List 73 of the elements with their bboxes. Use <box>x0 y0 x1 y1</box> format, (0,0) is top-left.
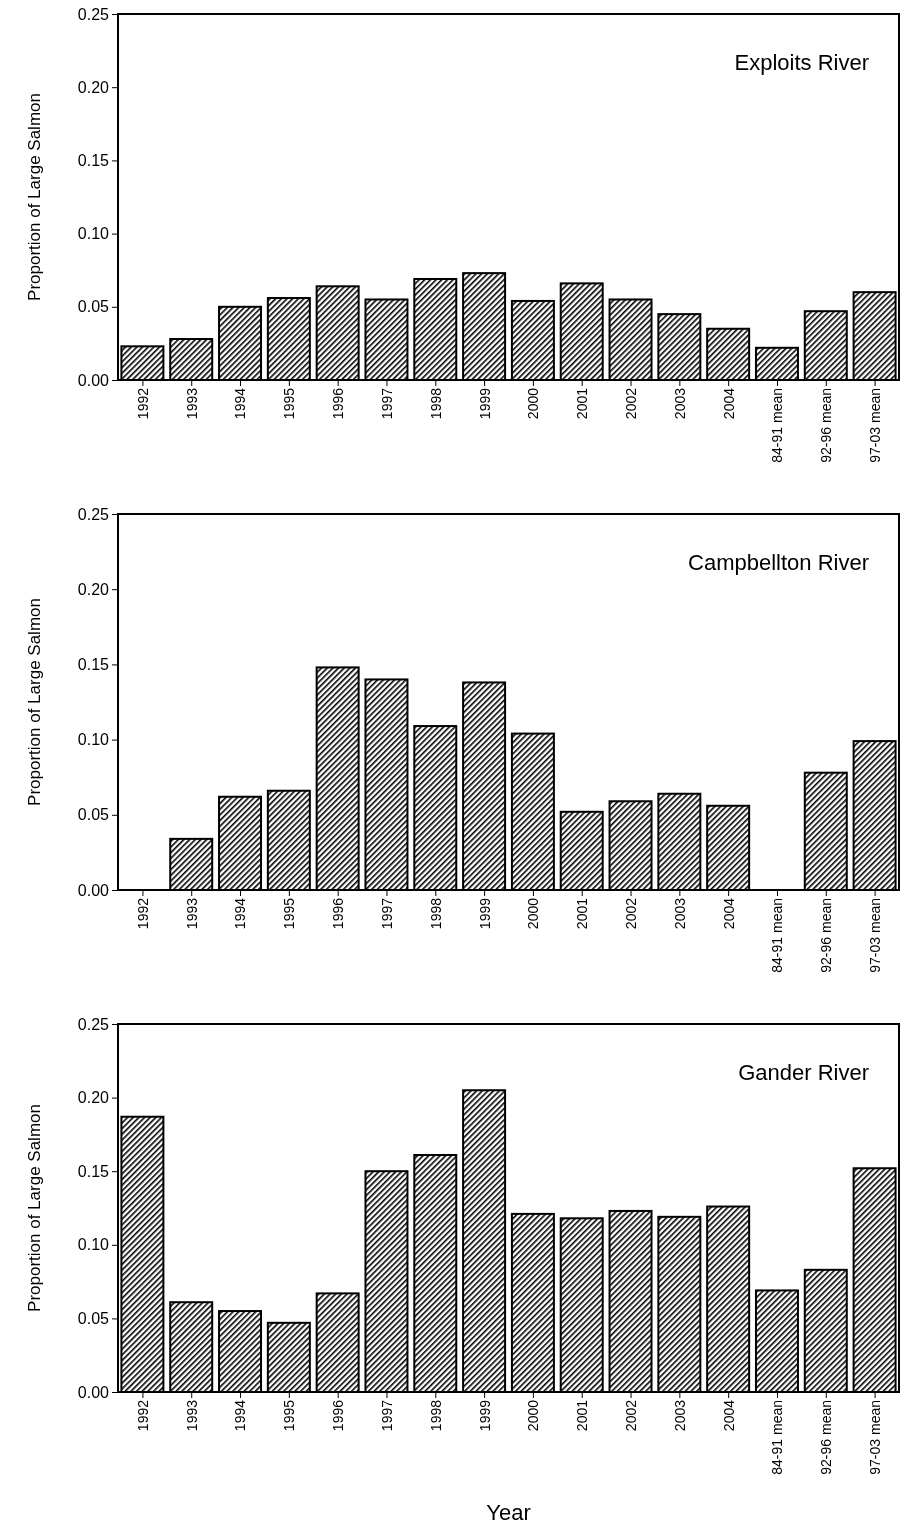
x-tick-label: 2003 <box>671 1399 688 1432</box>
x-tick-label: 2000 <box>525 387 542 420</box>
x-tick-label: 1996 <box>330 1399 347 1432</box>
x-tick-label: 1992 <box>134 897 151 930</box>
x-tick-label: 1995 <box>281 897 298 930</box>
x-tick-label: 2001 <box>574 1399 591 1432</box>
x-tick-label: 84-91 mean <box>769 388 786 463</box>
x-tick-label: 1997 <box>378 897 395 930</box>
y-tick-label: 0.05 <box>77 298 110 316</box>
x-tick-label: 1993 <box>183 387 200 420</box>
x-tick-label: 84-91 mean <box>769 1400 786 1475</box>
x-tick-label: 92-96 mean <box>818 388 835 463</box>
x-tick-label: 2003 <box>671 897 688 930</box>
x-tick-label: 1997 <box>378 387 395 420</box>
x-tick-label: 1995 <box>281 1399 298 1432</box>
y-tick-label: 0.25 <box>77 5 110 23</box>
x-tick-label: 1995 <box>281 387 298 420</box>
x-tick-label: 1993 <box>183 1399 200 1432</box>
y-tick-label: 0.15 <box>77 1162 110 1180</box>
x-tick-label: 2000 <box>525 897 542 930</box>
y-axis-title: Proportion of Large Salmon <box>25 1104 44 1312</box>
y-tick-label: 0.05 <box>77 806 110 824</box>
x-tick-label: 2002 <box>622 1399 639 1432</box>
x-tick-label: 1998 <box>427 897 444 930</box>
y-tick-label: 0.20 <box>77 1089 110 1107</box>
x-tick-label: 1997 <box>378 1399 395 1432</box>
x-tick-label: 1994 <box>232 1399 249 1432</box>
y-tick-label: 0.00 <box>77 1383 110 1401</box>
y-tick-label: 0.00 <box>77 881 110 899</box>
x-tick-label: 1998 <box>427 387 444 420</box>
x-tick-label: 97-03 mean <box>866 898 883 973</box>
x-tick-label: 2002 <box>622 897 639 930</box>
x-tick-label: 2001 <box>574 897 591 930</box>
x-tick-label: 92-96 mean <box>818 1400 835 1475</box>
x-tick-label: 1994 <box>232 897 249 930</box>
x-tick-label: 2004 <box>720 897 737 930</box>
y-tick-label: 0.15 <box>77 656 110 674</box>
y-tick-label: 0.00 <box>77 371 110 389</box>
y-tick-label: 0.15 <box>77 152 110 170</box>
x-tick-label: 2001 <box>574 387 591 420</box>
y-tick-label: 0.10 <box>77 225 110 243</box>
y-axis-title: Proportion of Large Salmon <box>25 93 44 301</box>
x-tick-label: 2002 <box>622 387 639 420</box>
x-tick-label: 1996 <box>330 897 347 930</box>
x-tick-label: 2004 <box>720 387 737 420</box>
x-tick-label: 1996 <box>330 387 347 420</box>
y-tick-label: 0.05 <box>77 1310 110 1328</box>
text: Exploits River <box>734 50 869 75</box>
x-tick-label: 1992 <box>134 387 151 420</box>
x-tick-label: 1994 <box>232 387 249 420</box>
x-axis-title: Year <box>486 1500 531 1525</box>
y-tick-label: 0.10 <box>77 731 110 749</box>
x-tick-label: 1999 <box>476 897 493 930</box>
x-tick-label: 1998 <box>427 1399 444 1432</box>
x-tick-label: 1999 <box>476 387 493 420</box>
x-tick-label: 1993 <box>183 897 200 930</box>
x-tick-label: 97-03 mean <box>866 1400 883 1475</box>
x-tick-label: 2000 <box>525 1399 542 1432</box>
x-tick-label: 1992 <box>134 1399 151 1432</box>
y-tick-label: 0.20 <box>77 580 110 598</box>
x-tick-label: 84-91 mean <box>769 898 786 973</box>
y-tick-label: 0.10 <box>77 1236 110 1254</box>
x-tick-label: 92-96 mean <box>818 898 835 973</box>
x-tick-label: 1999 <box>476 1399 493 1432</box>
y-axis-title: Proportion of Large Salmon <box>25 598 44 806</box>
x-tick-label: 2004 <box>720 1399 737 1432</box>
x-tick-label: 97-03 mean <box>866 388 883 463</box>
x-tick-label: 2003 <box>671 387 688 420</box>
y-tick-label: 0.20 <box>77 78 110 96</box>
y-tick-label: 0.25 <box>77 1015 110 1033</box>
y-tick-label: 0.25 <box>77 505 110 523</box>
text: Campbellton River <box>688 550 869 575</box>
text: Gander River <box>738 1060 869 1085</box>
